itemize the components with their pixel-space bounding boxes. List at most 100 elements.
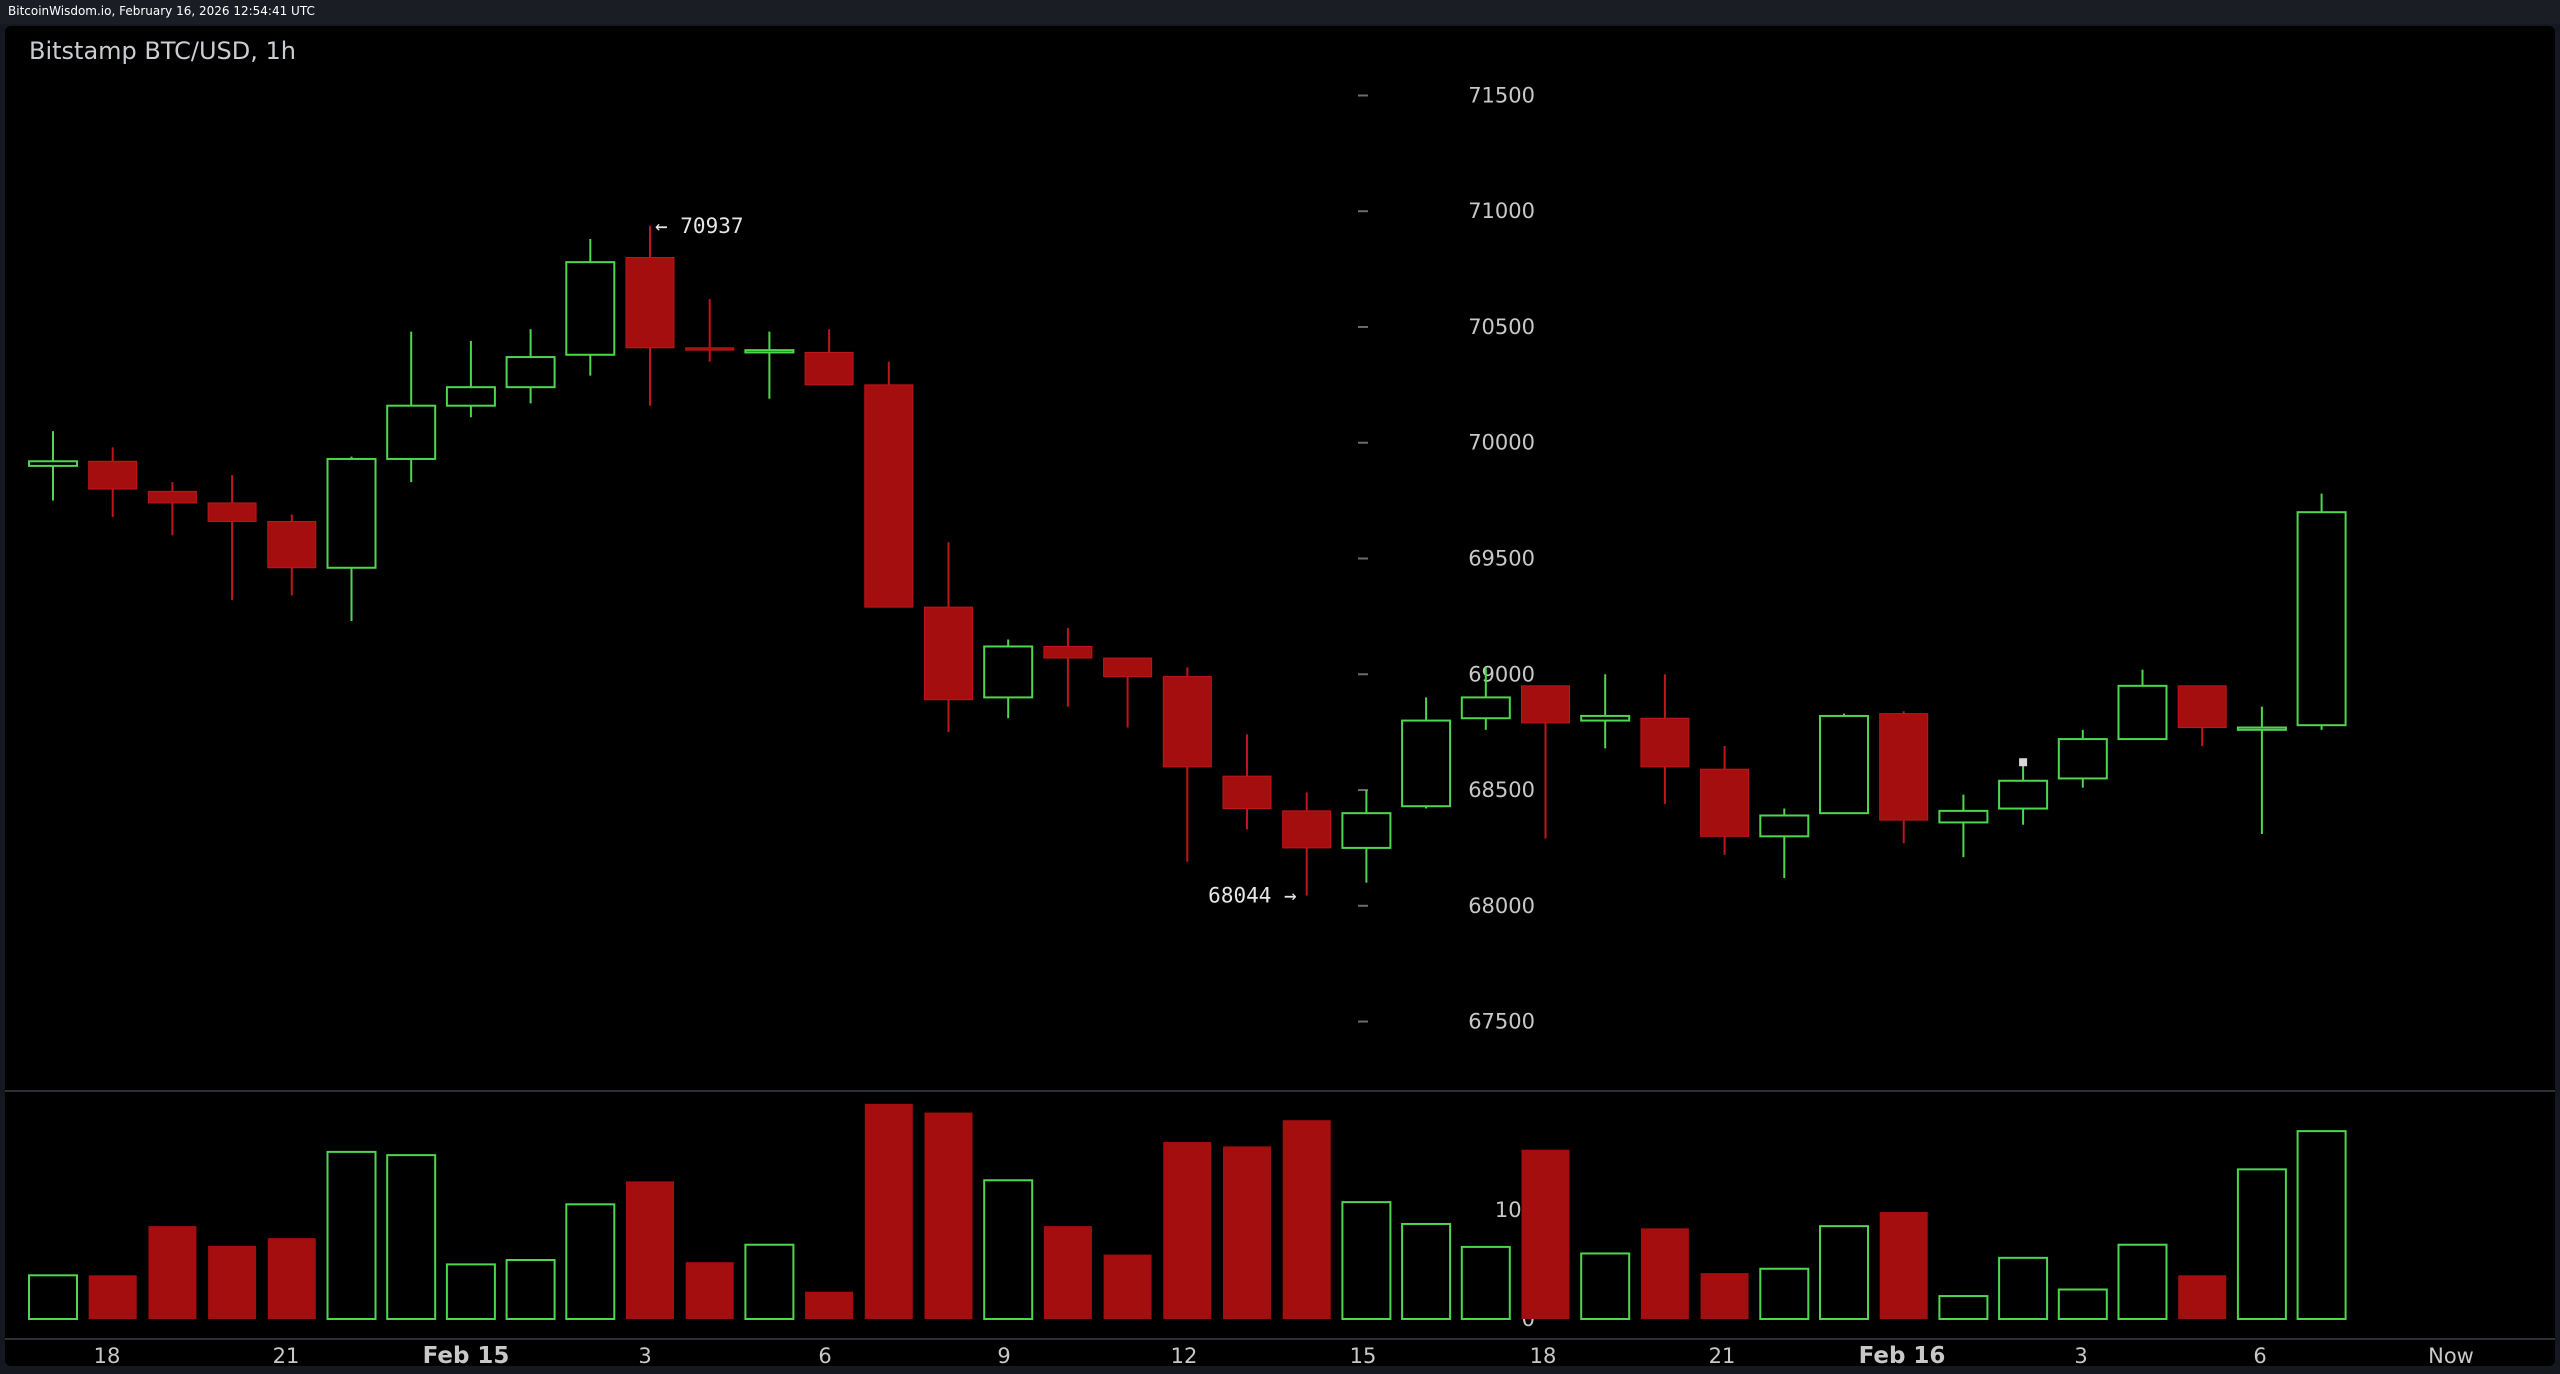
- volume-bar-down: [1700, 1273, 1749, 1319]
- candle-body-up: [2117, 684, 2168, 741]
- volume-bar-down: [88, 1275, 137, 1319]
- candle: [864, 361, 914, 608]
- low-price-annotation: 68044 →: [1208, 884, 1297, 908]
- candle-body-up: [386, 404, 437, 460]
- candle-body-down: [1879, 713, 1929, 821]
- high-price-annotation: ← 70937: [655, 214, 744, 238]
- top-info-bar: BitcoinWisdom.io, February 16, 2026 12:5…: [0, 0, 2560, 24]
- candle-body-down: [1103, 657, 1153, 678]
- candle-body-up: [505, 356, 556, 389]
- candle-body-up: [1401, 719, 1452, 808]
- volume-bar-up: [565, 1203, 616, 1321]
- volume-bar-down: [208, 1245, 257, 1319]
- volume-bar-up: [2296, 1130, 2347, 1320]
- candle-body-down: [1282, 810, 1332, 849]
- candle: [1879, 711, 1929, 844]
- time-tick-label: 6: [818, 1344, 831, 1366]
- candle: [1938, 794, 1989, 858]
- candle-body-down: [804, 351, 854, 386]
- price-tick-label: 70500: [1468, 315, 1535, 339]
- candle-body-up: [1580, 714, 1631, 722]
- candle-body-down: [147, 490, 197, 504]
- volume-bar-down: [1879, 1211, 1928, 1319]
- price-tick-label: 71000: [1468, 199, 1535, 223]
- source-timestamp: BitcoinWisdom.io, February 16, 2026 12:5…: [8, 4, 315, 18]
- candle-body-down: [1043, 645, 1093, 659]
- candle-body-down: [685, 347, 735, 351]
- time-tick-label: 12: [1171, 1344, 1198, 1366]
- volume-bar-down: [267, 1238, 316, 1319]
- candle-body-down: [1162, 676, 1212, 768]
- volume-bar-up: [2236, 1168, 2287, 1321]
- time-tick-label: 3: [638, 1344, 651, 1366]
- volume-bar-up: [445, 1263, 496, 1321]
- volume-bar-down: [1640, 1228, 1689, 1319]
- volume-bar-down: [864, 1103, 913, 1319]
- candle: [505, 329, 556, 404]
- candle: [2057, 729, 2108, 788]
- candle: [924, 542, 973, 733]
- time-tick-label: 21: [273, 1344, 300, 1366]
- time-tick-label: 21: [1709, 1344, 1736, 1366]
- time-tick-label: 6: [2253, 1344, 2266, 1366]
- annotations: ← 70937 68044 →: [655, 214, 1297, 908]
- candle: [804, 329, 854, 386]
- price-tick-label: 67500: [1468, 1010, 1535, 1034]
- candle-body-up: [1819, 714, 1869, 815]
- candle: [386, 331, 437, 483]
- candle-body-down: [267, 520, 317, 569]
- candlestick-chart[interactable]: Bitstamp BTC/USD, 1h 71500 71000 70500 7000…: [5, 26, 2555, 1366]
- candle-body-up: [326, 457, 377, 569]
- candle: [326, 456, 377, 622]
- volume-bar-up: [386, 1154, 437, 1320]
- candle-body-up: [565, 261, 616, 356]
- order-marker: [2019, 758, 2028, 767]
- time-tick-label: Feb 15: [423, 1343, 510, 1366]
- volume-bar-up: [1759, 1267, 1810, 1321]
- volume-bar-up: [1998, 1256, 2049, 1321]
- candle: [685, 299, 735, 362]
- volume-bar-up: [326, 1150, 377, 1321]
- volume-bar-up: [2117, 1243, 2168, 1320]
- candle: [983, 639, 1034, 719]
- candle: [28, 431, 78, 501]
- volume-bar-down: [2178, 1275, 2227, 1319]
- candle: [207, 475, 257, 601]
- candle-body-up: [1759, 814, 1810, 838]
- candle-body-down: [924, 606, 973, 701]
- price-tick-label: 69500: [1468, 547, 1535, 571]
- candle-body-up: [1938, 809, 1989, 824]
- volume-bar-down: [1521, 1149, 1570, 1319]
- candle-body-up: [445, 386, 496, 407]
- candle: [1162, 667, 1212, 862]
- volume-bar-down: [626, 1181, 674, 1319]
- volume-bar-down: [1043, 1226, 1092, 1319]
- candle: [2117, 669, 2168, 741]
- time-tick-label: Feb 16: [1859, 1343, 1946, 1366]
- candle: [1759, 808, 1810, 878]
- candle: [1043, 627, 1093, 707]
- volume-bar-up: [2057, 1288, 2108, 1320]
- volume-bar-down: [685, 1262, 734, 1319]
- time-tick-label: 3: [2074, 1344, 2087, 1366]
- candle: [1401, 697, 1452, 809]
- candle-body-up: [1998, 779, 2049, 810]
- volume-bar-up: [1460, 1245, 1511, 1321]
- volume-bar-down: [805, 1291, 854, 1319]
- volume-bar-down: [1282, 1120, 1331, 1319]
- candle: [625, 225, 675, 406]
- volume-bar-up: [983, 1179, 1034, 1321]
- volume-bar-up: [744, 1243, 795, 1320]
- candle: [1103, 657, 1153, 728]
- candle-body-up: [2057, 738, 2108, 780]
- chart-frame[interactable]: Bitstamp BTC/USD, 1h 71500 71000 70500 7000…: [5, 26, 2555, 1366]
- time-axis: 18 21 Feb 15 3 6 9 12 15 18 21 Feb 16 3 6 Now: [94, 1343, 2474, 1366]
- candle-body-up: [2296, 511, 2347, 727]
- candle: [1819, 713, 1869, 815]
- candle: [2177, 685, 2227, 747]
- candle: [1282, 792, 1332, 896]
- price-tick-label: 68000: [1468, 894, 1535, 918]
- candle-body-down: [207, 502, 257, 522]
- candle-body-down: [1222, 775, 1272, 810]
- price-tick-label: 70000: [1468, 431, 1535, 455]
